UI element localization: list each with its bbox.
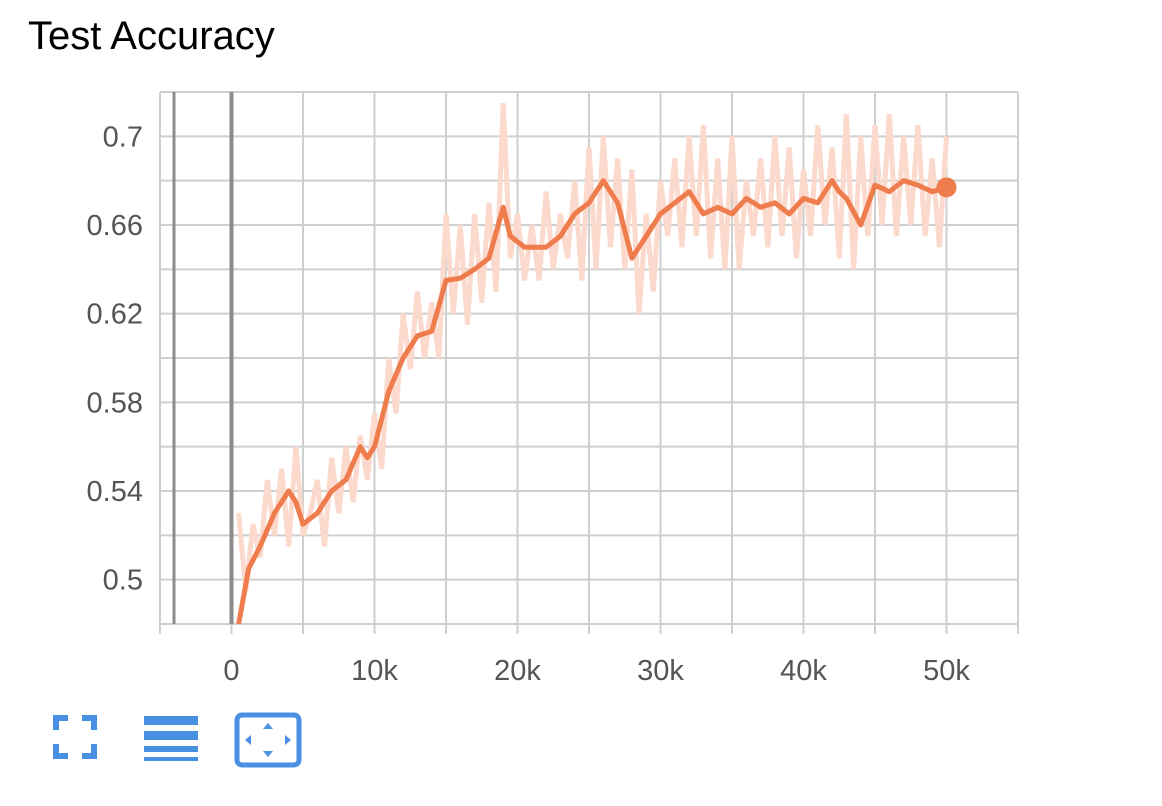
expand-chart-icon — [234, 712, 302, 768]
x-tick-label: 0 — [223, 655, 239, 687]
x-tick-label: 10k — [351, 655, 398, 687]
fit-domain-button[interactable] — [50, 712, 110, 768]
x-tick-label: 30k — [637, 655, 684, 687]
x-tick-label: 50k — [923, 655, 970, 687]
chart-title: Test Accuracy — [28, 14, 275, 58]
expand-chart-button[interactable] — [234, 712, 302, 768]
smoothed-series-line — [236, 178, 948, 624]
y-tick-label: 0.7 — [103, 121, 143, 153]
y-tick-label: 0.5 — [103, 565, 143, 597]
line-chart: 0.5 0.54 0.58 0.62 0.66 0.7 0 10k 20k 30k 40k 50k — [87, 91, 1019, 687]
toggle-log-scale-icon — [144, 716, 198, 761]
raw-series-line — [236, 102, 949, 592]
last-point-marker — [936, 177, 957, 198]
x-tick-label: 20k — [494, 655, 541, 687]
y-tick-label: 0.58 — [87, 387, 143, 419]
toggle-log-scale-button[interactable] — [142, 712, 202, 768]
y-tick-label: 0.66 — [87, 210, 143, 242]
fit-domain-icon — [53, 715, 97, 759]
y-tick-label: 0.54 — [87, 476, 143, 508]
x-tick-label: 40k — [780, 655, 827, 687]
y-tick-label: 0.62 — [87, 299, 143, 331]
